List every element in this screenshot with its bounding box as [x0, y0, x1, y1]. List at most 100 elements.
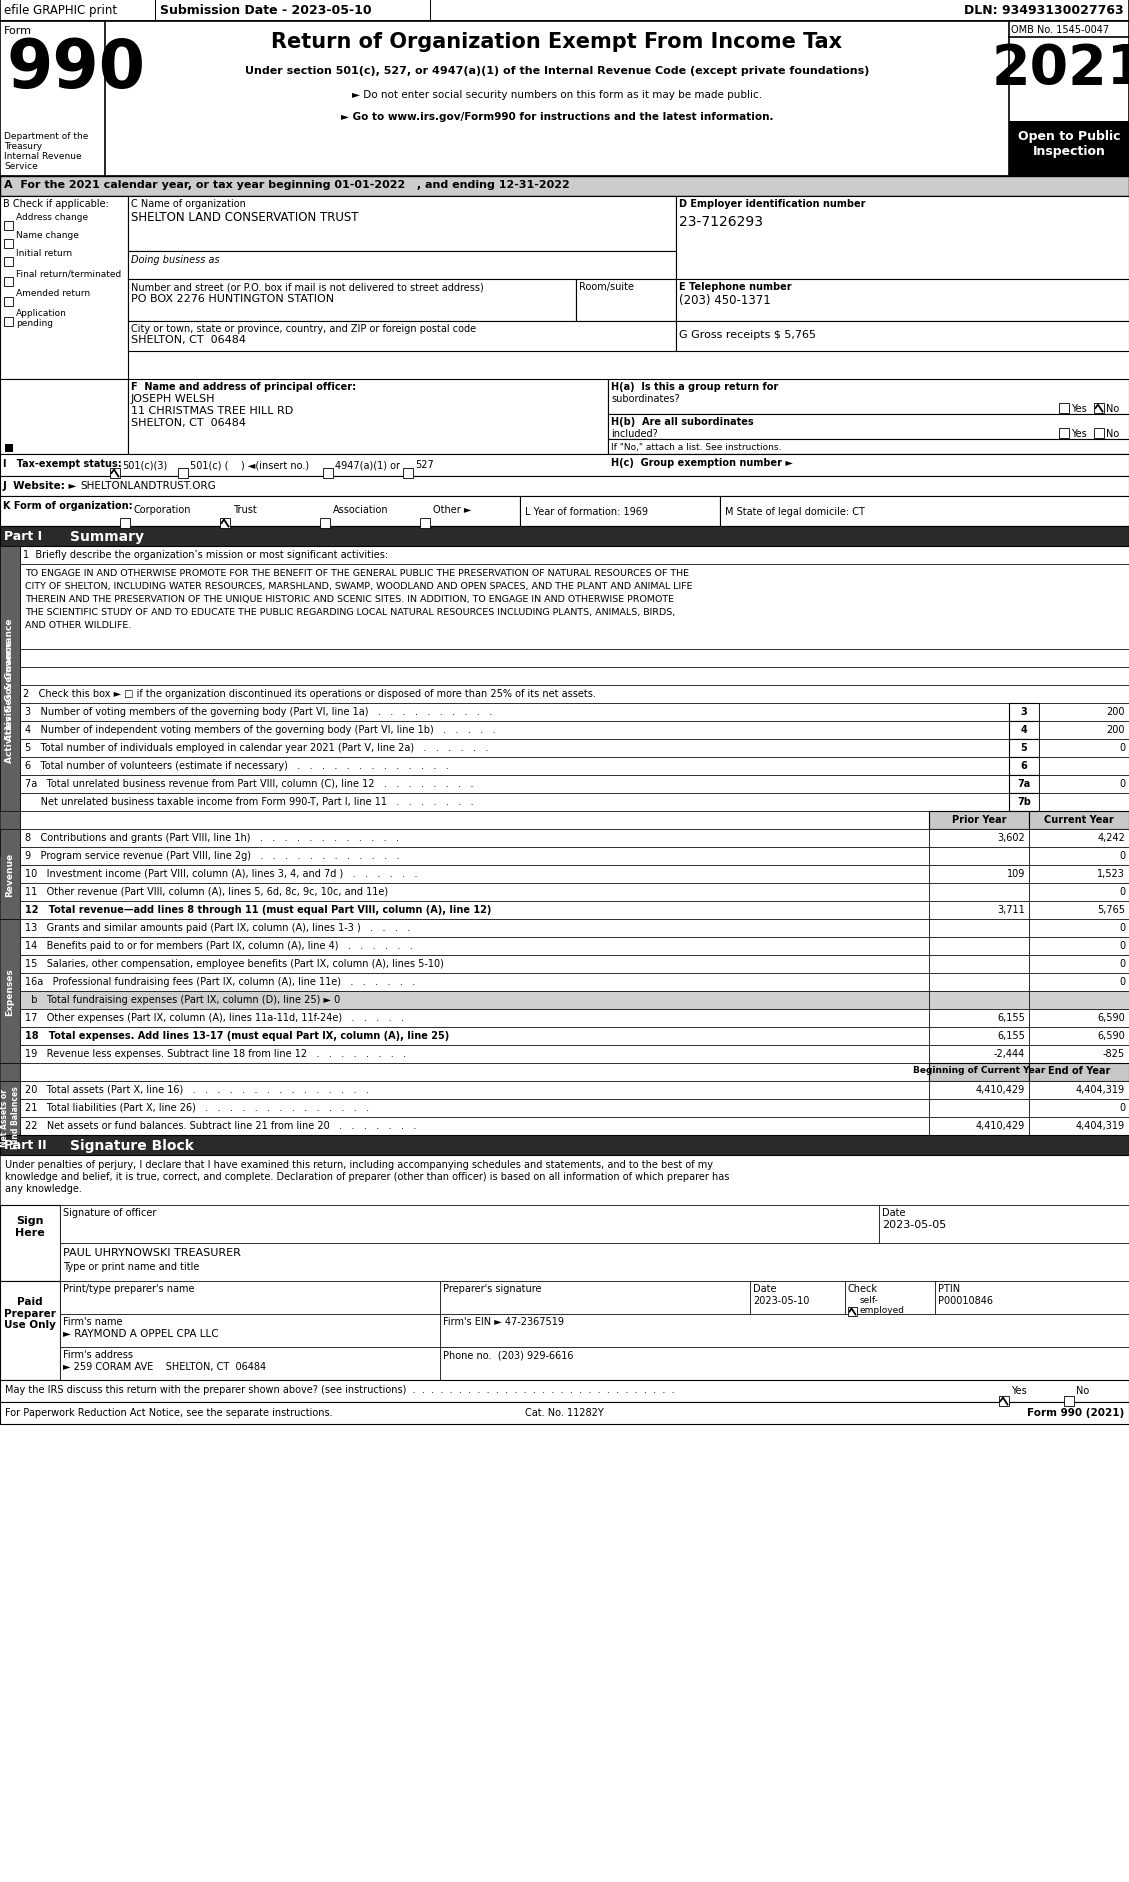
- Bar: [1029, 1009, 1129, 1028]
- Text: THEREIN AND THE PRESERVATION OF THE UNIQUE HISTORIC AND SCENIC SITES. IN ADDITIO: THEREIN AND THE PRESERVATION OF THE UNIQ…: [25, 595, 674, 604]
- Text: 6,590: 6,590: [1097, 1031, 1124, 1041]
- Text: 0: 0: [1119, 779, 1124, 789]
- Text: 0: 0: [1119, 1103, 1124, 1112]
- Bar: [929, 1028, 1029, 1045]
- Bar: [0, 0, 1129, 23]
- Text: -825: -825: [1103, 1048, 1124, 1058]
- Text: 4,410,429: 4,410,429: [975, 1120, 1025, 1131]
- Text: ► RAYMOND A OPPEL CPA LLC: ► RAYMOND A OPPEL CPA LLC: [63, 1329, 219, 1338]
- Text: 4: 4: [1021, 725, 1027, 734]
- Text: OMB No. 1545-0047: OMB No. 1545-0047: [1010, 24, 1109, 36]
- Bar: [20, 956, 929, 973]
- Text: Firm's EIN ► 47-2367519: Firm's EIN ► 47-2367519: [443, 1316, 564, 1327]
- Text: 3   Number of voting members of the governing body (Part VI, line 1a)   .   .   : 3 Number of voting members of the govern…: [25, 706, 492, 717]
- Text: any knowledge.: any knowledge.: [5, 1184, 82, 1193]
- Bar: [609, 440, 1129, 455]
- Bar: [1029, 1063, 1129, 1082]
- Text: 5: 5: [1021, 743, 1027, 753]
- Text: 11   Other revenue (Part VIII, column (A), lines 5, 6d, 8c, 9c, 10c, and 11e): 11 Other revenue (Part VIII, column (A),…: [25, 886, 388, 896]
- Text: 3,602: 3,602: [997, 832, 1025, 843]
- Bar: [1064, 1396, 1074, 1406]
- Text: Type or print name and title: Type or print name and title: [63, 1261, 200, 1272]
- Text: knowledge and belief, it is true, correct, and complete. Declaration of preparer: knowledge and belief, it is true, correc…: [5, 1171, 729, 1182]
- Bar: [929, 1118, 1029, 1135]
- Text: 12   Total revenue—add lines 8 through 11 (must equal Part VIII, column (A), lin: 12 Total revenue—add lines 8 through 11 …: [25, 905, 491, 915]
- Text: (203) 450-1371: (203) 450-1371: [679, 294, 771, 307]
- Text: Under section 501(c), 527, or 4947(a)(1) of the Internal Revenue Code (except pr: Under section 501(c), 527, or 4947(a)(1)…: [245, 66, 869, 75]
- Bar: [5, 318, 14, 327]
- Text: 6: 6: [1021, 760, 1027, 770]
- Bar: [1029, 883, 1129, 901]
- Text: 2021: 2021: [991, 41, 1129, 96]
- Text: b   Total fundraising expenses (Part IX, column (D), line 25) ► 0: b Total fundraising expenses (Part IX, c…: [25, 994, 340, 1005]
- Bar: [20, 1082, 929, 1099]
- Text: Revenue: Revenue: [6, 853, 15, 896]
- Bar: [20, 668, 1129, 685]
- Text: 14   Benefits paid to or for members (Part IX, column (A), line 4)   .   .   .  : 14 Benefits paid to or for members (Part…: [25, 941, 413, 950]
- Bar: [20, 1045, 929, 1063]
- Text: Prior Year: Prior Year: [952, 815, 1006, 824]
- Bar: [20, 546, 1129, 565]
- Text: subordinates?: subordinates?: [611, 393, 680, 405]
- Text: 4   Number of independent voting members of the governing body (Part VI, line 1b: 4 Number of independent voting members o…: [25, 725, 496, 734]
- Bar: [929, 811, 1029, 830]
- Bar: [20, 649, 1129, 668]
- Text: Part I: Part I: [5, 529, 42, 542]
- Text: TO ENGAGE IN AND OTHERWISE PROMOTE FOR THE BENEFIT OF THE GENERAL PUBLIC THE PRE: TO ENGAGE IN AND OTHERWISE PROMOTE FOR T…: [25, 568, 689, 578]
- Bar: [20, 1009, 929, 1028]
- Bar: [0, 177, 1129, 198]
- Text: 2   Check this box ► □ if the organization discontinued its operations or dispos: 2 Check this box ► □ if the organization…: [23, 689, 596, 698]
- Text: 990: 990: [6, 36, 146, 102]
- Text: DLN: 93493130027763: DLN: 93493130027763: [964, 4, 1124, 17]
- Bar: [20, 920, 929, 937]
- Bar: [929, 920, 1029, 937]
- Bar: [128, 252, 676, 280]
- Text: 8   Contributions and grants (Part VIII, line 1h)   .   .   .   .   .   .   .   : 8 Contributions and grants (Part VIII, l…: [25, 832, 399, 843]
- Text: Room/suite: Room/suite: [579, 282, 634, 292]
- Bar: [1009, 721, 1039, 740]
- Text: 4,410,429: 4,410,429: [975, 1084, 1025, 1095]
- Bar: [0, 920, 20, 1063]
- Text: Activities & Governance: Activities & Governance: [6, 640, 15, 762]
- Text: CITY OF SHELTON, INCLUDING WATER RESOURCES, MARSHLAND, SWAMP, WOODLAND AND OPEN : CITY OF SHELTON, INCLUDING WATER RESOURC…: [25, 582, 692, 591]
- Text: 3,711: 3,711: [997, 905, 1025, 915]
- Bar: [929, 937, 1029, 956]
- Bar: [5, 279, 14, 286]
- Text: Signature Block: Signature Block: [70, 1139, 194, 1152]
- Text: Activities & Governance: Activities & Governance: [6, 617, 15, 740]
- Text: 0: 0: [1119, 941, 1124, 950]
- Bar: [120, 519, 130, 529]
- Bar: [0, 476, 1129, 497]
- Text: 23-7126293: 23-7126293: [679, 215, 763, 230]
- Text: 4947(a)(1) or: 4947(a)(1) or: [335, 459, 400, 470]
- Text: 21   Total liabilities (Part X, line 26)   .   .   .   .   .   .   .   .   .   .: 21 Total liabilities (Part X, line 26) .…: [25, 1103, 369, 1112]
- Text: Yes: Yes: [1071, 429, 1087, 439]
- Bar: [20, 1099, 929, 1118]
- Bar: [520, 497, 720, 527]
- Text: 5   Total number of individuals employed in calendar year 2021 (Part V, line 2a): 5 Total number of individuals employed i…: [25, 743, 489, 753]
- Text: PO BOX 2276 HUNTINGTON STATION: PO BOX 2276 HUNTINGTON STATION: [131, 294, 334, 303]
- Text: E Telephone number: E Telephone number: [679, 282, 791, 292]
- Bar: [20, 794, 1009, 811]
- Text: JOSEPH WELSH: JOSEPH WELSH: [131, 393, 216, 405]
- Text: SHELTON, CT  06484: SHELTON, CT 06484: [131, 418, 246, 427]
- Bar: [1094, 429, 1104, 439]
- Bar: [178, 469, 189, 478]
- Text: For Paperwork Reduction Act Notice, see the separate instructions.: For Paperwork Reduction Act Notice, see …: [5, 1408, 333, 1417]
- Text: 7a   Total unrelated business revenue from Part VIII, column (C), line 12   .   : 7a Total unrelated business revenue from…: [25, 779, 473, 789]
- Bar: [128, 380, 609, 455]
- Text: 6,155: 6,155: [997, 1031, 1025, 1041]
- Bar: [60, 1348, 440, 1380]
- Bar: [0, 455, 1129, 476]
- Text: Yes: Yes: [1071, 405, 1087, 414]
- Bar: [1009, 740, 1039, 758]
- Bar: [20, 937, 929, 956]
- Text: 13   Grants and similar amounts paid (Part IX, column (A), lines 1-3 )   .   .  : 13 Grants and similar amounts paid (Part…: [25, 922, 410, 932]
- Bar: [0, 830, 20, 920]
- Bar: [1039, 758, 1129, 775]
- Bar: [1009, 23, 1129, 177]
- Bar: [609, 414, 1129, 440]
- Bar: [323, 469, 333, 478]
- Text: Address change: Address change: [16, 213, 88, 222]
- Bar: [20, 1118, 929, 1135]
